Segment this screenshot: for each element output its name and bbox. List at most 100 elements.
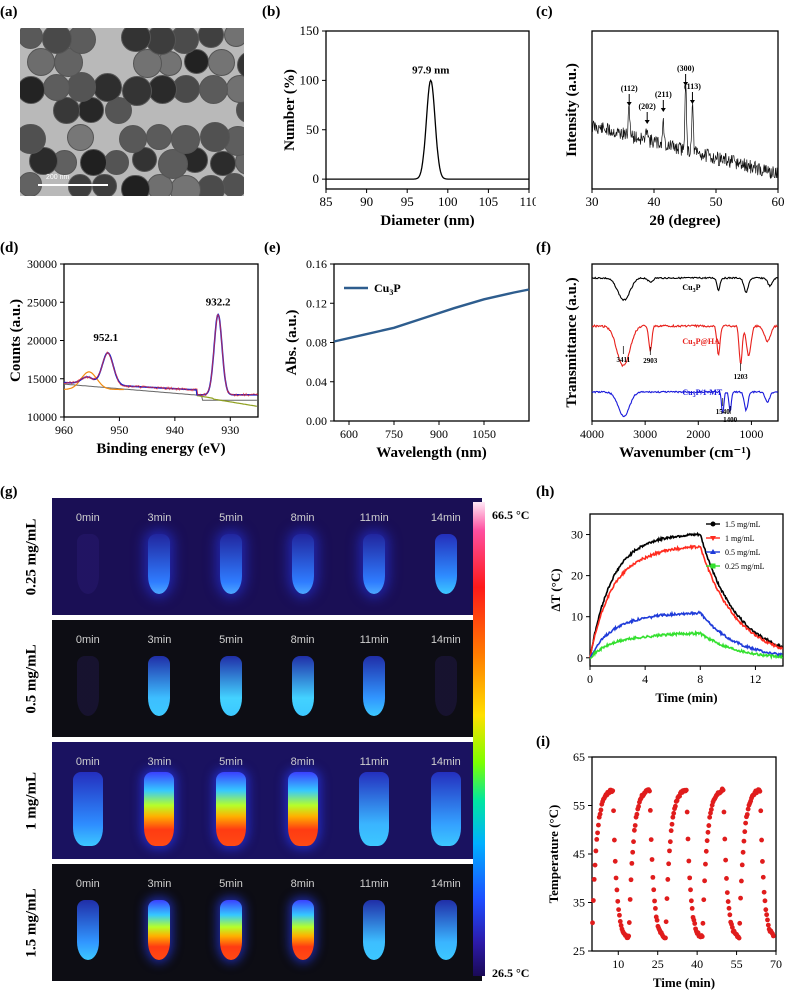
satellite-fit: [64, 371, 124, 391]
sample-tube: [215, 772, 246, 846]
temperature-point: [631, 839, 636, 845]
chart-d: 960 950 940 930 10000 15000 20000 25000 30000 Bin…: [8, 257, 259, 457]
temperature-point: [739, 862, 745, 868]
nanoparticle: [104, 149, 129, 175]
sample-tube: [363, 900, 386, 960]
temperature-point: [671, 810, 677, 816]
nanoparticle: [223, 28, 244, 47]
y-tick-label: 0.16: [306, 257, 327, 271]
temperature-point: [701, 897, 707, 903]
temperature-point: [670, 814, 676, 820]
temperature-point: [762, 898, 768, 904]
temperature-point: [595, 830, 600, 836]
sample-tube: [291, 656, 314, 716]
sample-tube: [76, 656, 99, 716]
sample-tube: [359, 772, 390, 846]
nanoparticle: [20, 75, 45, 104]
thermal-image-cell: 14min: [410, 742, 482, 859]
chart-e: 600 750 900 1050 0.00 0.04 0.08 0.12 0.16 Wavelen…: [284, 257, 530, 461]
time-label: 3min: [147, 878, 172, 890]
temperature-point: [649, 857, 655, 862]
x-tick-label: 2000: [686, 427, 710, 441]
sample-tube: [76, 534, 99, 594]
y-tick-label: 0.08: [306, 336, 327, 350]
temperature-point: [686, 858, 692, 864]
x-tick-label: 1000: [739, 427, 763, 441]
temperature-point: [590, 898, 596, 903]
concentration-label: 1 mg/mL: [23, 771, 40, 830]
thermal-image-cell: 11min: [338, 498, 410, 615]
nanoparticle: [222, 172, 244, 196]
x-tick-label: 30: [586, 194, 599, 209]
temperature-point: [615, 898, 621, 904]
legend-label: 0.5 mg/mL: [725, 548, 761, 557]
temperature-point: [764, 912, 770, 918]
x-tick-label: 1050: [472, 427, 496, 441]
time-label: 3min: [147, 756, 172, 768]
y-tick-label: 0.04: [306, 375, 327, 389]
temperature-point: [613, 875, 619, 881]
time-label: 8min: [290, 756, 315, 768]
x-axis-label: Wavelength (nm): [376, 445, 486, 461]
nanoparticle: [20, 123, 46, 154]
temperature-point: [628, 877, 634, 883]
y-axis-label: Number (%): [282, 69, 298, 151]
temperature-point: [692, 921, 698, 926]
temperature-point: [672, 803, 678, 809]
peak-arrowhead: [689, 100, 695, 104]
ftir-curve-cu3p: [591, 276, 778, 302]
sample-tube: [148, 900, 171, 960]
temperature-point: [743, 820, 749, 826]
temperature-point: [737, 920, 743, 926]
temperature-point: [741, 838, 747, 844]
temperature-point: [631, 827, 637, 833]
sample-tube: [219, 656, 242, 716]
thermal-image-cell: 14min: [410, 620, 482, 737]
concentration-label: 0.5 mg/mL: [23, 643, 40, 714]
sample-tube: [287, 772, 318, 846]
sample-tube: [76, 900, 99, 960]
peak-index-label: (300): [677, 64, 695, 73]
x-tick-label: 60: [772, 194, 785, 209]
temperature-point: [652, 898, 657, 904]
temperature-point: [593, 848, 599, 854]
temperature-point: [647, 788, 652, 794]
temperature-point: [726, 905, 732, 911]
peak-arrowhead: [660, 108, 666, 112]
legend-marker: [710, 549, 716, 554]
temperature-point: [651, 887, 657, 893]
y-tick-label: 50: [306, 122, 319, 137]
nanoparticle: [210, 150, 236, 177]
chart-c: 30 40 50 60 2θ (degree) Intensity (a.u.) (112)…: [564, 30, 785, 229]
y-axis-label: ΔT (°C): [548, 568, 563, 611]
temperature-point: [724, 890, 730, 895]
x-axis-label: Diameter (nm): [380, 213, 474, 229]
temperature-point: [648, 837, 654, 843]
time-label: 0min: [75, 878, 100, 890]
thermal-image-cell: 5min: [195, 620, 267, 737]
heating-curve: [589, 544, 784, 658]
y-tick-label: 65: [573, 750, 585, 764]
plot-frame: [591, 30, 779, 190]
heating-curve: [589, 629, 784, 660]
time-label: 5min: [219, 512, 243, 524]
temperature-point: [739, 878, 744, 884]
temperature-point: [611, 808, 616, 814]
y-tick-label: 25000: [27, 295, 57, 309]
x-tick-label: 55: [731, 957, 743, 971]
nanoparticle: [198, 28, 225, 49]
temperature-point: [650, 874, 656, 880]
band-label: 2903: [643, 357, 658, 365]
thermal-image-cell: 5min: [195, 498, 267, 615]
time-label: 5min: [219, 634, 243, 646]
nanoparticle: [197, 175, 225, 196]
x-tick-label: 85: [320, 194, 333, 209]
temperature-point: [703, 848, 709, 854]
temperature-point: [723, 857, 729, 863]
plot-frame: [325, 30, 530, 190]
legend-label: 1 mg/mL: [725, 534, 755, 543]
chart-h: 0 4 8 12 0 10 20 30 Time (min) ΔT (°C) 1.5 mg/mL 1 …: [548, 513, 784, 705]
nanoparticle: [93, 73, 123, 103]
peak-index-label: (113): [684, 82, 701, 91]
series-label: Cu3P: [682, 283, 700, 294]
